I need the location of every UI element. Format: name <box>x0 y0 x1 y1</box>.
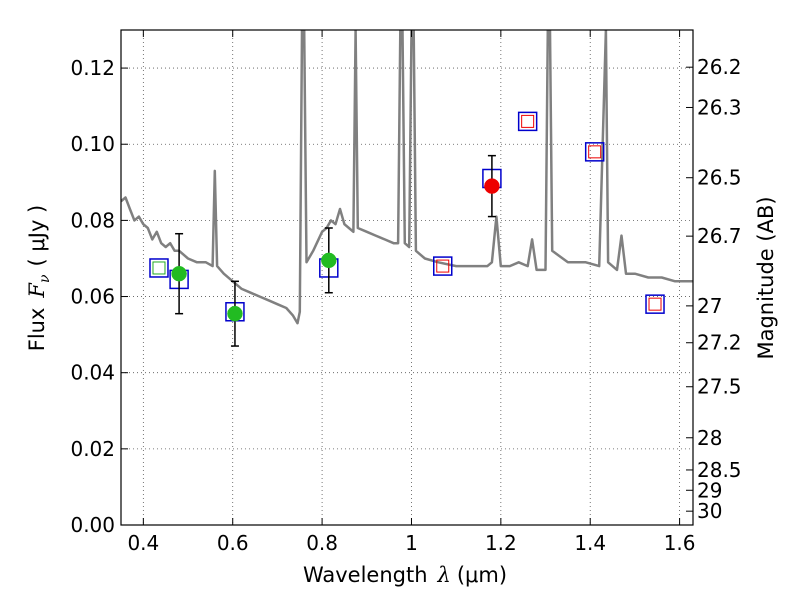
x-axis-unit: (μm) <box>457 563 507 587</box>
y-tick-label: 0.06 <box>70 285 115 309</box>
y-tick-label: 0.04 <box>70 361 115 385</box>
spectrum-series <box>121 30 693 325</box>
mag-tick-label: 26.3 <box>697 95 742 119</box>
x-tick-label: 1.4 <box>574 531 606 555</box>
mag-tick-label: 26.5 <box>697 166 742 190</box>
mag-tick-label: 27.2 <box>697 331 742 355</box>
y2-axis-title: Magnitude (AB) <box>754 196 778 359</box>
mag-tick-label: 27 <box>697 294 722 318</box>
model-square <box>149 258 169 278</box>
photometry-markers <box>149 111 665 347</box>
y-axis-subscript: ν <box>37 274 53 283</box>
mag-tick-label: 30 <box>697 499 722 523</box>
y-axis-title: Flux Fν ( μJy ) <box>25 205 53 351</box>
x-tick-label: 0.4 <box>127 531 159 555</box>
plot-frame <box>120 29 694 526</box>
mag-tick-label: 26.2 <box>697 55 742 79</box>
y-tick-label: 0.10 <box>70 132 115 156</box>
y-tick-label: 0.02 <box>70 437 115 461</box>
mag-tick-label: 29 <box>697 478 722 502</box>
y-axis-title-prefix: Flux <box>25 308 49 352</box>
mag-tick-label: 27.5 <box>697 375 742 399</box>
x-tick-label: 1.2 <box>485 531 517 555</box>
plot-background <box>121 30 693 525</box>
x-tick-label: 1 <box>405 531 418 555</box>
x-tick-label: 1.6 <box>664 531 696 555</box>
y-axis-symbol: F <box>25 282 49 299</box>
model-square <box>584 142 605 162</box>
x-axis-title-prefix: Wavelength <box>303 563 428 587</box>
detection-point <box>321 252 337 269</box>
y-tick-label: 0.08 <box>70 208 115 232</box>
upper-limit-square <box>588 145 602 159</box>
mag-tick-label: 26.7 <box>697 224 742 248</box>
spectrum-line <box>121 30 693 325</box>
upper-limit-square <box>152 261 166 275</box>
x-axis-title: Wavelength λ (μm) <box>303 563 507 587</box>
model-square <box>517 111 538 132</box>
upper-limit-square <box>648 297 662 311</box>
model-square <box>645 294 665 314</box>
detection-point <box>171 265 187 282</box>
y-tick-label: 0.12 <box>70 56 115 80</box>
y-tick-label: 0.00 <box>70 513 115 537</box>
upper-limit-square <box>521 114 535 128</box>
x-tick-label: 0.8 <box>306 531 338 555</box>
axis-ticks: 0.4 0.6 0.8 1 1.2 1.4 1.6 0.00 0.02 0.04 0.06 0.08 0… <box>70 30 742 555</box>
detection-point <box>484 178 500 194</box>
mag-tick-label: 28 <box>697 426 722 450</box>
x-tick-label: 0.6 <box>217 531 249 555</box>
y-axis-unit: ( μJy ) <box>25 205 49 267</box>
x-axis-lambda: λ <box>437 563 451 587</box>
upper-limit-square <box>436 259 450 273</box>
detection-point <box>227 305 243 322</box>
model-square <box>433 256 453 276</box>
mag-tick-label: 28.5 <box>697 458 742 482</box>
